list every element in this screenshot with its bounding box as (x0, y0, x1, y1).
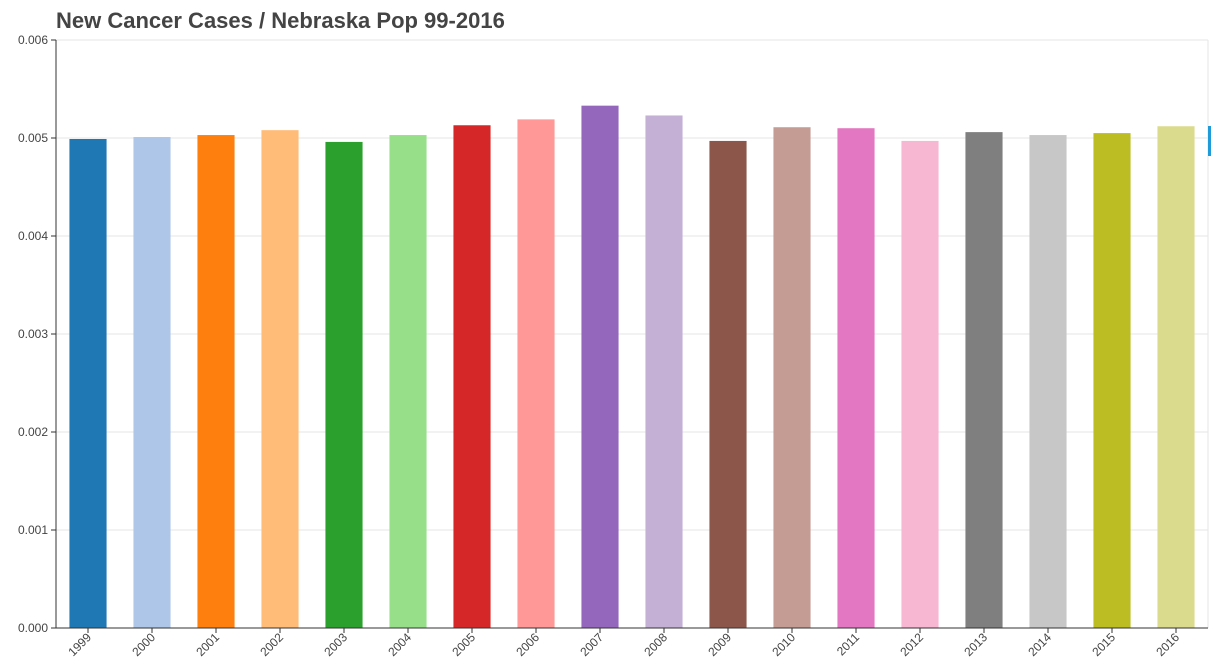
x-tick-labels: 1999 2000 2001 2002 2003 2004 2005 2006 2007 2008… (65, 628, 1182, 659)
x-tick-label: 2015 (1089, 630, 1118, 659)
bar-2003[interactable] (325, 141, 363, 629)
y-tick-label: 0.003 (18, 327, 48, 341)
chart-title: New Cancer Cases / Nebraska Pop 99-2016 (56, 8, 505, 33)
bar-2011[interactable] (837, 128, 875, 628)
bar-2002[interactable] (261, 130, 299, 628)
x-tick-label: 2005 (449, 630, 478, 659)
panel-edge-marker (1208, 126, 1211, 156)
bar-2010[interactable] (773, 127, 811, 628)
bar-2007[interactable] (581, 105, 619, 628)
x-tick-label: 2004 (385, 630, 414, 659)
bars-group (69, 105, 1195, 629)
x-tick-label: 2008 (641, 630, 670, 659)
bar-2015[interactable] (1093, 133, 1131, 628)
x-tick-label: 2000 (129, 630, 158, 659)
bar-2008[interactable] (645, 115, 683, 628)
bar-2000[interactable] (133, 137, 171, 628)
x-tick-label: 2010 (769, 630, 798, 659)
bar-2013[interactable] (965, 132, 1003, 628)
y-tick-labels: 0.000 0.001 0.002 0.003 0.004 0.005 0.006 (18, 33, 56, 635)
y-tick-label: 0.002 (18, 425, 48, 439)
x-tick-label: 2002 (257, 630, 286, 659)
x-tick-label: 2016 (1153, 630, 1182, 659)
grid-lines (56, 39, 1209, 628)
bar-2009[interactable] (709, 140, 747, 628)
bar-2006[interactable] (517, 119, 555, 628)
bar-2012[interactable] (901, 140, 939, 628)
bar-2016[interactable] (1157, 126, 1195, 629)
y-tick-label: 0.006 (18, 33, 48, 47)
x-tick-label: 2009 (705, 630, 734, 659)
x-tick-label: 2012 (897, 630, 926, 659)
bar-2005[interactable] (453, 125, 491, 628)
x-tick-label: 2001 (193, 630, 222, 659)
x-tick-label: 2014 (1025, 630, 1054, 659)
y-tick-label: 0.005 (18, 131, 48, 145)
y-tick-label: 0.001 (18, 523, 48, 537)
x-tick-label: 2013 (961, 630, 990, 659)
y-tick-label: 0.004 (18, 229, 48, 243)
x-tick-label: 2011 (834, 630, 862, 658)
bar-1999[interactable] (69, 138, 107, 629)
x-tick-label: 2003 (321, 630, 350, 659)
x-tick-label: 2007 (577, 630, 606, 659)
y-tick-label: 0.000 (18, 621, 48, 635)
bar-2014[interactable] (1029, 135, 1067, 628)
x-tick-label: 1999 (65, 630, 94, 659)
x-tick-label: 2006 (513, 630, 542, 659)
bar-2001[interactable] (197, 135, 235, 628)
bar-2004[interactable] (389, 135, 427, 628)
